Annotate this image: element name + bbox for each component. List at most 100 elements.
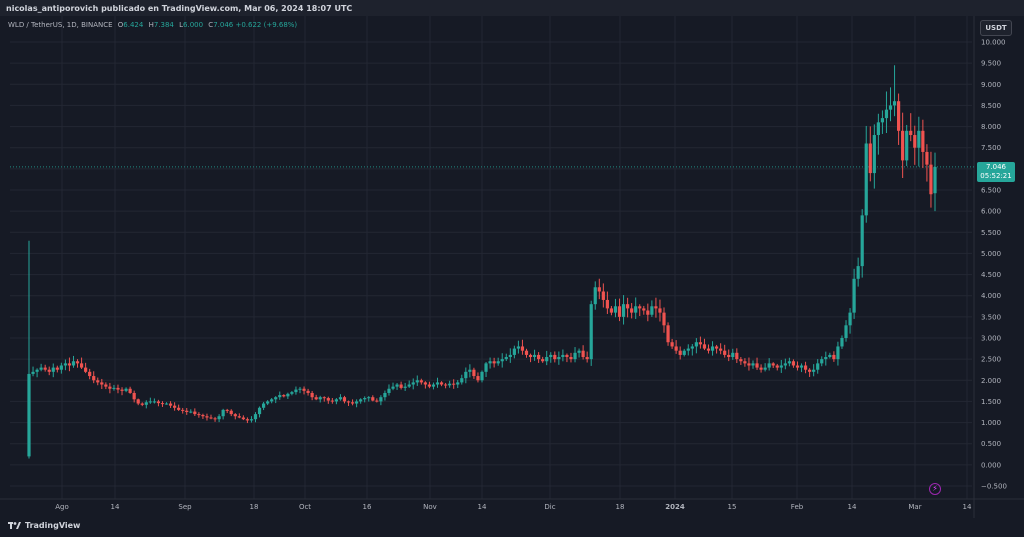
candle-body: [173, 405, 177, 408]
candle-body: [257, 407, 262, 415]
open-value: 6.424: [123, 21, 144, 29]
candle-body: [767, 363, 771, 368]
x-tick-label: 16: [363, 503, 372, 511]
candle-body: [666, 325, 670, 343]
candle-body: [913, 135, 917, 148]
candle-body: [132, 392, 136, 400]
candle-body: [448, 383, 452, 386]
last-price-value: 7.046: [985, 163, 1007, 171]
candlestick-chart[interactable]: 10.0009.5009.0008.5008.0007.5007.0006.50…: [0, 16, 1024, 537]
candle-body: [306, 390, 310, 393]
y-tick-label: 3.000: [981, 335, 1001, 343]
candle-body: [868, 143, 872, 174]
candle-body: [314, 397, 318, 400]
x-tick-label: 14: [478, 503, 487, 511]
candle-body: [541, 359, 545, 362]
candle-body: [439, 382, 444, 385]
candle-body: [484, 363, 488, 372]
candle-body: [472, 369, 476, 377]
candle-body: [686, 348, 690, 351]
candle-body: [605, 299, 609, 309]
bottom-bar: [0, 518, 1024, 537]
last-price-label: 7.046 05:52:21: [977, 162, 1015, 182]
candle-body: [346, 401, 351, 403]
candle-body: [844, 325, 848, 338]
candle-body: [488, 361, 492, 364]
candle-body: [476, 376, 480, 381]
candle-body: [710, 346, 715, 351]
candle-body: [67, 363, 72, 366]
candle-body: [452, 383, 456, 385]
x-tick-label: 14: [111, 503, 120, 511]
x-tick-label: 15: [728, 503, 737, 511]
x-tick-label: 14: [963, 503, 972, 511]
low-value: 6.000: [183, 21, 204, 29]
candle-body: [47, 369, 51, 372]
candle-body: [245, 419, 250, 421]
candle-body: [799, 365, 804, 368]
chart-area[interactable]: 10.0009.5009.0008.5008.0007.5007.0006.50…: [0, 16, 1024, 537]
candle-body: [613, 306, 618, 313]
candle-body: [88, 371, 92, 377]
low-label: L: [179, 21, 184, 29]
candle-body: [524, 350, 529, 355]
candle-body: [884, 109, 889, 119]
candle-body: [500, 359, 504, 362]
candle-body: [427, 384, 432, 387]
open-label: O: [117, 21, 124, 29]
candle-body: [759, 367, 763, 370]
lightning-icon[interactable]: ⚡: [929, 483, 941, 495]
candle-body: [399, 384, 403, 388]
tradingview-logo-icon: [8, 522, 21, 529]
candle-body: [771, 363, 775, 366]
candle-body: [925, 151, 929, 165]
candle-body: [27, 373, 31, 457]
currency-button[interactable]: USDT: [980, 20, 1012, 36]
candle-body: [460, 378, 464, 383]
candle-body: [520, 346, 525, 351]
candle-body: [492, 361, 496, 364]
candle-body: [383, 392, 387, 398]
candle-body: [148, 401, 152, 403]
y-tick-label: 4.500: [981, 271, 1001, 279]
candle-body: [723, 350, 727, 355]
candle-body: [435, 382, 440, 385]
candle-body: [816, 363, 820, 370]
candle-body: [164, 403, 169, 405]
candle-body: [298, 388, 302, 390]
candle-body: [731, 352, 735, 358]
x-tick-label: Sep: [178, 503, 192, 511]
candle-body: [168, 403, 173, 406]
candle-body: [177, 407, 181, 410]
candle-body: [658, 308, 662, 313]
candle-body: [104, 384, 108, 387]
candle-body: [51, 367, 55, 372]
candle-body: [112, 387, 116, 389]
candle-body: [379, 397, 383, 402]
y-tick-label: −0.500: [981, 483, 1007, 491]
candle-body: [456, 382, 460, 385]
candle-body: [443, 384, 448, 386]
candle-body: [876, 122, 880, 136]
candle-body: [31, 371, 35, 374]
candle-body: [630, 308, 634, 313]
candle-body: [929, 164, 933, 195]
candle-body: [589, 304, 593, 360]
candle-body: [193, 411, 197, 415]
candle-body: [808, 369, 812, 372]
tradingview-logo[interactable]: TradingView: [8, 521, 80, 530]
candle-body: [751, 363, 755, 366]
candle-body: [585, 357, 589, 360]
y-tick-label: 5.500: [981, 229, 1001, 237]
candle-body: [395, 384, 399, 387]
candle-body: [820, 359, 824, 364]
candle-body: [136, 399, 140, 404]
candle-body: [621, 304, 626, 317]
y-tick-label: 6.000: [981, 208, 1001, 216]
candle-body: [840, 338, 844, 347]
candle-body: [702, 344, 707, 349]
candle-body: [225, 409, 229, 411]
candle-body: [783, 363, 787, 366]
candle-body: [302, 388, 306, 391]
candle-body: [553, 354, 557, 360]
